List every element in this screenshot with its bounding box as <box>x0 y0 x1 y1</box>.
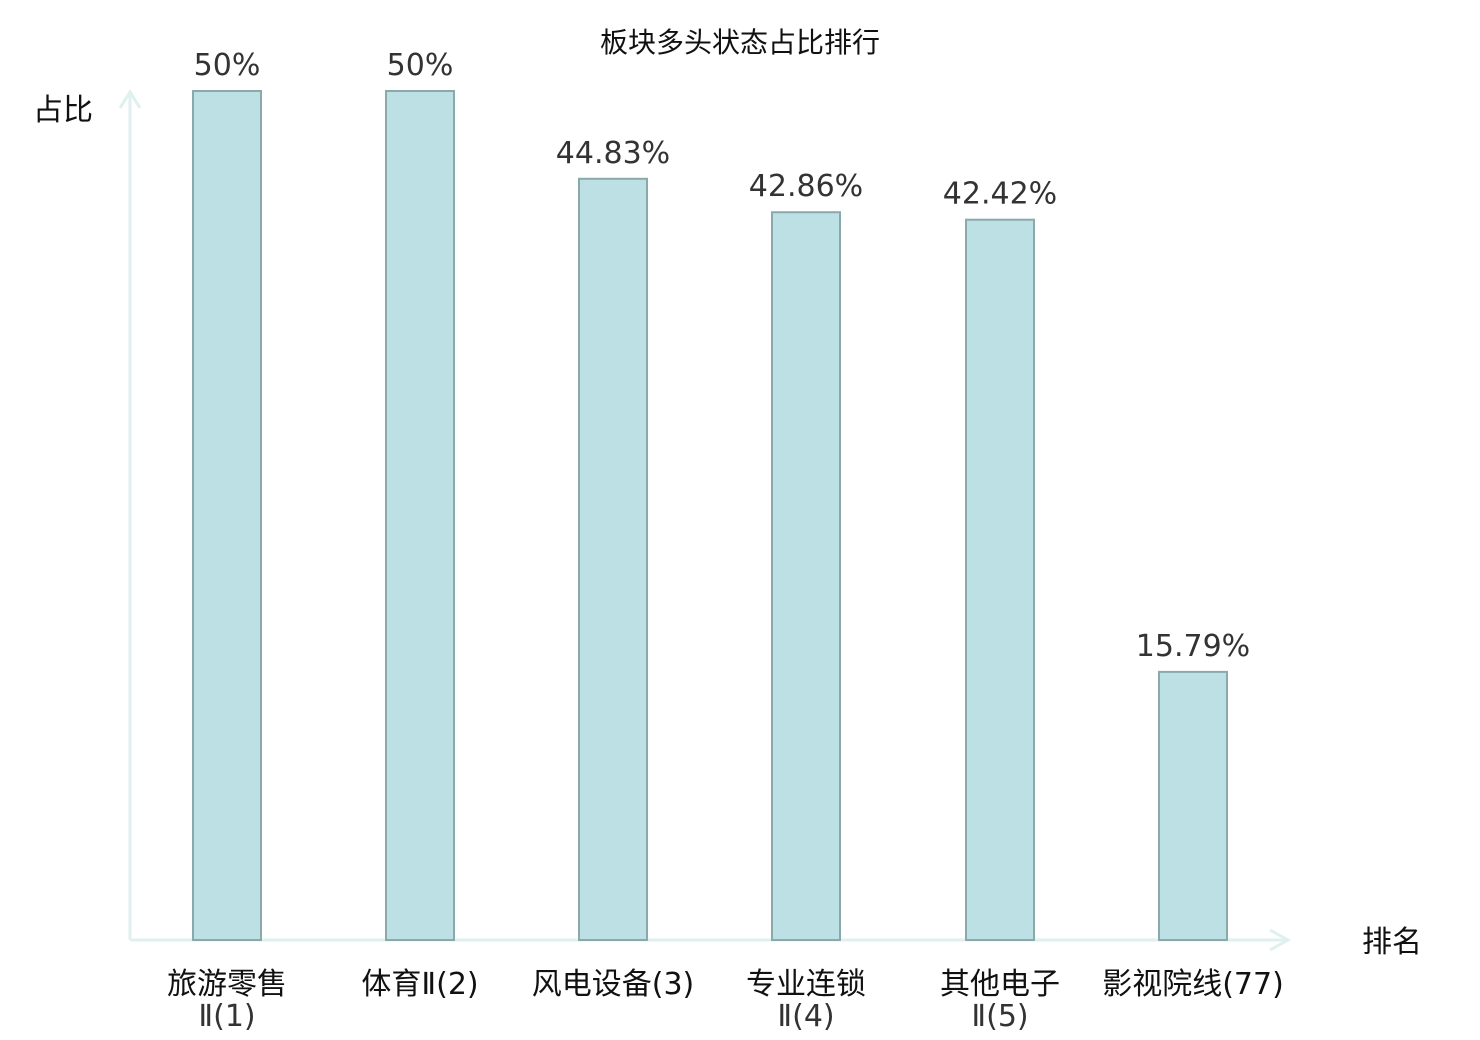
y-axis-label: 占比 <box>33 93 93 128</box>
category-label-3: 风电设备(3) <box>532 967 695 1002</box>
value-label-6: 15.79% <box>1136 629 1250 664</box>
bars-group <box>192 90 1228 942</box>
category-rank-3: (3) <box>652 967 695 1002</box>
category-name-2: 体育 <box>361 967 421 1002</box>
bar-5 <box>965 218 1035 942</box>
category-rank-2: Ⅱ(2) <box>421 967 478 1002</box>
category-rank-4: Ⅱ(4) <box>777 999 834 1034</box>
bar-6 <box>1158 670 1228 941</box>
category-rank-6: (77) <box>1222 967 1284 1002</box>
bar-1 <box>192 90 262 941</box>
category-rank-1: Ⅱ(1) <box>198 999 255 1034</box>
x-axis-label: 排名 <box>1362 925 1422 960</box>
value-label-2: 50% <box>387 48 454 83</box>
bar-4 <box>771 211 841 942</box>
chart-title: 板块多头状态占比排行 <box>600 26 880 59</box>
category-label-5: 其他电子 <box>940 967 1060 1002</box>
category-label-1: 旅游零售 <box>167 967 287 1002</box>
value-label-5: 42.42% <box>943 177 1057 212</box>
bar-2 <box>385 90 455 941</box>
category-label-4: 专业连锁 <box>746 967 866 1002</box>
value-label-4: 42.86% <box>749 169 863 204</box>
y-axis <box>118 89 142 940</box>
value-label-1: 50% <box>194 48 261 83</box>
value-label-3: 44.83% <box>556 136 670 171</box>
value-labels-group: 50% 50% 44.83% 42.86% 42.42% 15.79% <box>194 48 1251 664</box>
bar-3 <box>578 177 648 941</box>
x-axis <box>130 928 1292 952</box>
category-name-6: 影视院线 <box>1102 967 1222 1002</box>
category-name-3: 风电设备 <box>532 967 652 1002</box>
category-label-6: 影视院线(77) <box>1102 967 1284 1002</box>
category-label-2: 体育Ⅱ(2) <box>361 967 478 1002</box>
category-rank-5: Ⅱ(5) <box>971 999 1028 1034</box>
